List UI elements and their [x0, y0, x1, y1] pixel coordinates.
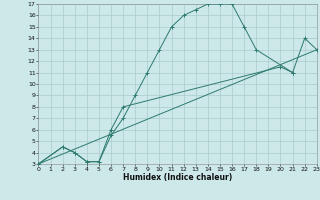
- X-axis label: Humidex (Indice chaleur): Humidex (Indice chaleur): [123, 173, 232, 182]
